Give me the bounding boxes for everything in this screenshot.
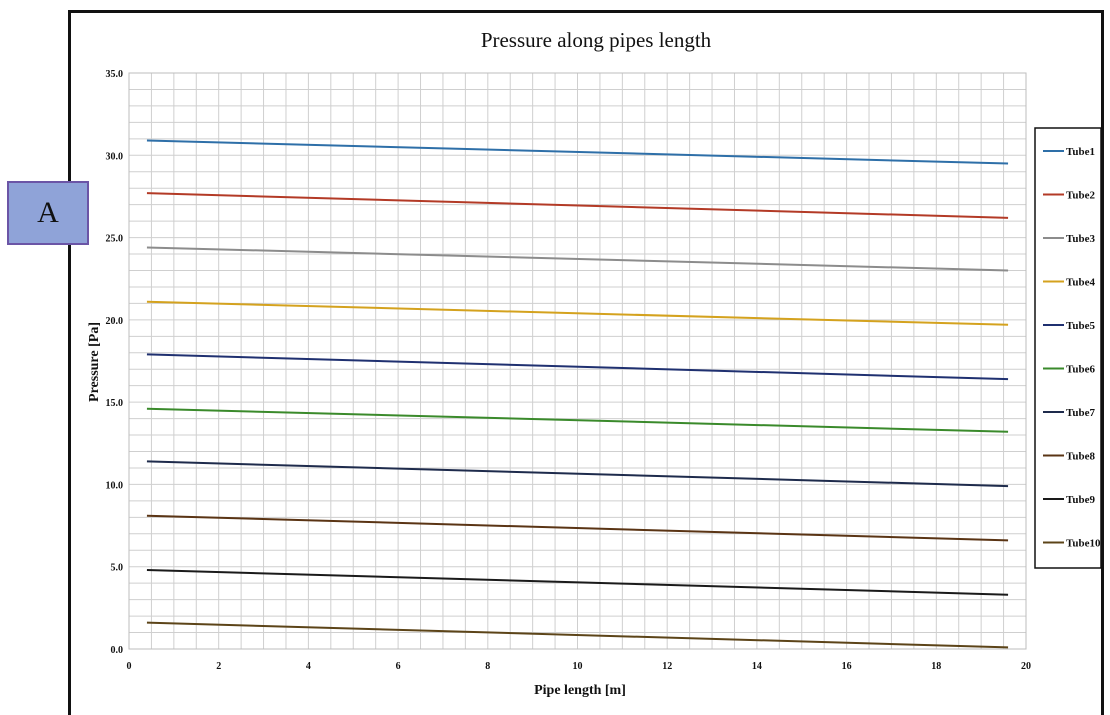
series-line-tube10 bbox=[146, 621, 1009, 649]
series-lines bbox=[146, 139, 1009, 649]
legend-label-tube8: Tube8 bbox=[1066, 451, 1095, 463]
series-line-tube2 bbox=[146, 192, 1009, 219]
x-tick-label: 10 bbox=[573, 661, 583, 672]
x-tick-label: 0 bbox=[127, 661, 132, 672]
x-tick-label: 20 bbox=[1021, 661, 1031, 672]
legend-label-tube1: Tube1 bbox=[1066, 146, 1095, 158]
y-axis-label: Pressure [Pa] bbox=[87, 322, 102, 402]
legend-label-tube9: Tube9 bbox=[1066, 494, 1095, 506]
x-tick-label: 2 bbox=[216, 661, 221, 672]
y-tick-labels: 0.0 5.0 10.0 15.0 20.0 25.0 30.0 35.0 bbox=[106, 69, 124, 656]
series-line-tube6 bbox=[146, 407, 1009, 433]
x-tick-labels: 0 2 4 6 8 10 12 14 16 18 20 bbox=[127, 661, 1032, 672]
x-tick-label: 12 bbox=[662, 661, 672, 672]
legend-label-tube7: Tube7 bbox=[1066, 407, 1095, 419]
legend-label-tube6: Tube6 bbox=[1066, 364, 1095, 376]
x-tick-label: 16 bbox=[842, 661, 852, 672]
x-tick-label: 4 bbox=[306, 661, 311, 672]
series-line-tube4 bbox=[146, 300, 1009, 326]
legend-label-tube4: Tube4 bbox=[1066, 277, 1095, 289]
plot-area-border bbox=[128, 72, 1027, 650]
legend-label-tube5: Tube5 bbox=[1066, 320, 1095, 332]
legend-box bbox=[1034, 127, 1102, 569]
legend-label-tube3: Tube3 bbox=[1066, 233, 1095, 245]
y-tick-label: 5.0 bbox=[111, 563, 124, 574]
series-line-tube5 bbox=[146, 353, 1009, 381]
x-axis-label: Pipe length [m] bbox=[534, 683, 626, 698]
x-tick-label: 14 bbox=[752, 661, 762, 672]
y-tick-label: 25.0 bbox=[106, 234, 124, 245]
y-tick-label: 35.0 bbox=[106, 69, 124, 80]
x-tick-label: 8 bbox=[485, 661, 490, 672]
y-tick-label: 20.0 bbox=[106, 316, 124, 327]
series-line-tube9 bbox=[146, 569, 1009, 596]
legend-label-tube2: Tube2 bbox=[1066, 190, 1095, 202]
series-line-tube7 bbox=[146, 460, 1009, 488]
series-line-tube8 bbox=[146, 514, 1009, 542]
x-tick-label: 6 bbox=[396, 661, 401, 672]
series-line-tube1 bbox=[146, 139, 1009, 165]
y-tick-label: 10.0 bbox=[106, 480, 124, 491]
legend-label-tube10: Tube10 bbox=[1066, 538, 1101, 550]
x-tick-label: 18 bbox=[931, 661, 941, 672]
figure-label-box: A bbox=[7, 181, 89, 245]
legend: Tube1 Tube2 Tube3 Tube4 Tube5 Tube6 Tube7 Tube8… bbox=[1034, 127, 1102, 569]
y-tick-label: 0.0 bbox=[111, 645, 124, 656]
chart-frame bbox=[68, 10, 1104, 715]
series-line-tube3 bbox=[146, 246, 1009, 272]
chart-title: Pressure along pipes length bbox=[481, 28, 712, 52]
y-tick-label: 30.0 bbox=[106, 151, 124, 162]
y-tick-label: 15.0 bbox=[106, 398, 124, 409]
grid bbox=[128, 72, 1027, 650]
